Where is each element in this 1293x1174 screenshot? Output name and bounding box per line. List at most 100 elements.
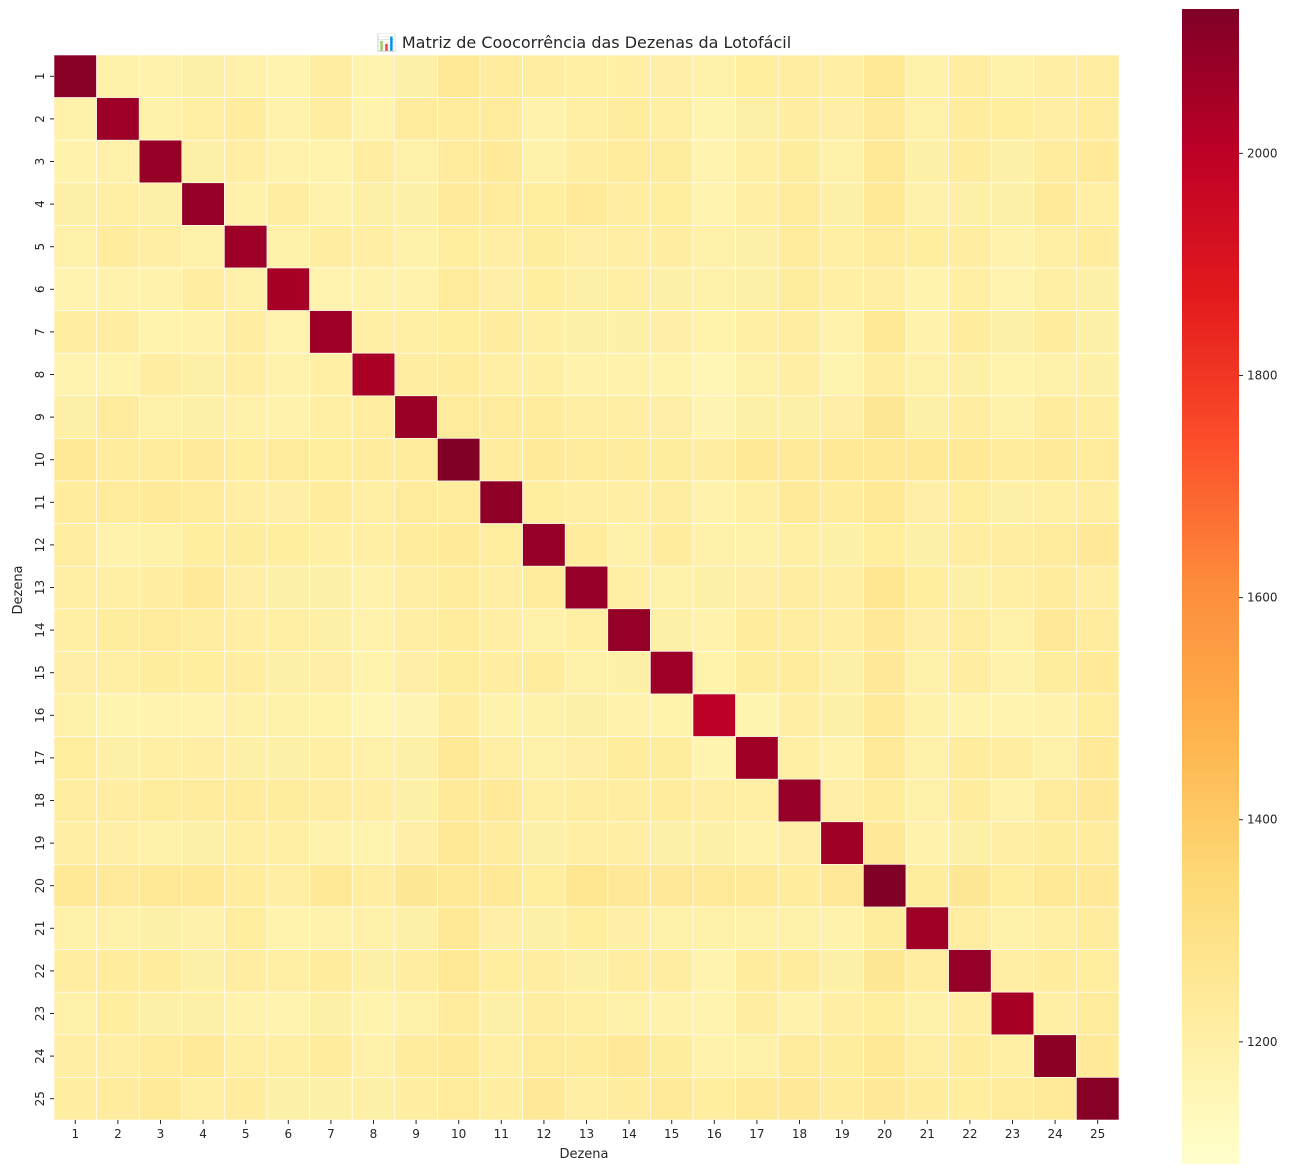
- heatmap-cell: [863, 139, 907, 184]
- heatmap-cell: [479, 1077, 523, 1121]
- x-tick-label: 21: [920, 1127, 935, 1141]
- heatmap-cell: [351, 736, 396, 780]
- heatmap-cell: [650, 97, 694, 141]
- heatmap-cell: [479, 565, 523, 610]
- y-tick-label: 13: [33, 580, 47, 595]
- heatmap-cell: [692, 906, 736, 950]
- heatmap-cell: [351, 949, 396, 993]
- heatmap-cell: [564, 523, 609, 567]
- heatmap-cell: [224, 608, 268, 652]
- heatmap-cell: [820, 54, 864, 98]
- x-tick-label: 8: [370, 1127, 378, 1141]
- heatmap-cell: [863, 352, 907, 397]
- heatmap-cell: [650, 736, 694, 780]
- heatmap-cell: [607, 906, 651, 950]
- heatmap-cell: [437, 608, 481, 652]
- heatmap-cell: [564, 693, 609, 737]
- heatmap-cell: [990, 693, 1035, 737]
- y-tick-label: 14: [33, 622, 47, 637]
- heatmap-cell: [607, 352, 651, 397]
- heatmap-cell: [820, 565, 864, 610]
- heatmap-cell: [522, 310, 566, 354]
- heatmap-cell: [1076, 1077, 1120, 1121]
- heatmap-cell: [990, 310, 1035, 354]
- heatmap-cell: [863, 310, 907, 354]
- heatmap-cell: [735, 565, 779, 610]
- heatmap-cell: [735, 608, 779, 652]
- heatmap-cell: [777, 267, 822, 311]
- heatmap-cell: [1033, 651, 1077, 695]
- heatmap-cell: [181, 182, 225, 226]
- heatmap-cell: [138, 139, 183, 184]
- heatmap-cell: [564, 565, 609, 610]
- heatmap-cell: [735, 906, 779, 950]
- heatmap-cell: [735, 225, 779, 269]
- heatmap-cell: [820, 182, 864, 226]
- heatmap-cell: [948, 139, 992, 184]
- heatmap-cell: [138, 565, 183, 610]
- colorbar: [1182, 9, 1239, 1164]
- heatmap-cell: [777, 1077, 822, 1121]
- y-tick-label: 7: [33, 328, 47, 336]
- heatmap-cell: [351, 693, 396, 737]
- heatmap-cell: [564, 1034, 609, 1078]
- heatmap-cell: [522, 395, 566, 439]
- heatmap-cell: [692, 480, 736, 524]
- heatmap-cell: [607, 1034, 651, 1078]
- heatmap-cell: [905, 949, 949, 993]
- heatmap-cell: [735, 1077, 779, 1121]
- heatmap-cell: [479, 1034, 523, 1078]
- heatmap-cell: [990, 651, 1035, 695]
- heatmap-cell: [181, 352, 225, 397]
- heatmap-cell: [266, 395, 310, 439]
- heatmap-cell: [266, 225, 310, 269]
- heatmap-cell: [437, 139, 481, 184]
- heatmap-cell: [650, 267, 694, 311]
- heatmap-cell: [990, 608, 1035, 652]
- heatmap-cell: [437, 480, 481, 524]
- heatmap-cell: [437, 395, 481, 439]
- heatmap-cell: [351, 651, 396, 695]
- heatmap-cell: [650, 608, 694, 652]
- x-tick-label: 14: [621, 1127, 636, 1141]
- heatmap-cell: [735, 991, 779, 1036]
- heatmap-cell: [138, 651, 183, 695]
- heatmap-cell: [948, 267, 992, 311]
- heatmap-cell: [394, 438, 438, 482]
- heatmap-cell: [1033, 97, 1077, 141]
- heatmap-cell: [181, 991, 225, 1036]
- heatmap-cell: [53, 438, 97, 482]
- heatmap-cell: [692, 182, 736, 226]
- heatmap-cell: [777, 97, 822, 141]
- heatmap-cell: [692, 267, 736, 311]
- heatmap-cell: [607, 1077, 651, 1121]
- heatmap-cell: [138, 438, 183, 482]
- heatmap-cell: [1033, 693, 1077, 737]
- colorbar-tick-label: 1600: [1247, 591, 1278, 605]
- heatmap-cell: [266, 693, 310, 737]
- x-tick-label: 10: [451, 1127, 466, 1141]
- heatmap-cell: [351, 395, 396, 439]
- heatmap-cell: [564, 651, 609, 695]
- heatmap-cell: [309, 352, 353, 397]
- heatmap-cell: [309, 651, 353, 695]
- heatmap-cell: [437, 949, 481, 993]
- heatmap-cell: [863, 97, 907, 141]
- heatmap-cell: [777, 480, 822, 524]
- heatmap-cell: [1076, 651, 1120, 695]
- heatmap-cell: [1076, 864, 1120, 908]
- heatmap-cell: [351, 97, 396, 141]
- heatmap-cell: [905, 906, 949, 950]
- heatmap-cell: [948, 54, 992, 98]
- heatmap-cell: [650, 565, 694, 610]
- heatmap-cell: [181, 1034, 225, 1078]
- heatmap-cell: [564, 906, 609, 950]
- heatmap-cell: [522, 864, 566, 908]
- heatmap-cell: [53, 352, 97, 397]
- heatmap-cell: [479, 651, 523, 695]
- heatmap-cell: [905, 991, 949, 1036]
- heatmap-cell: [479, 267, 523, 311]
- heatmap-cell: [437, 778, 481, 823]
- heatmap-cell: [777, 608, 822, 652]
- heatmap-cell: [351, 906, 396, 950]
